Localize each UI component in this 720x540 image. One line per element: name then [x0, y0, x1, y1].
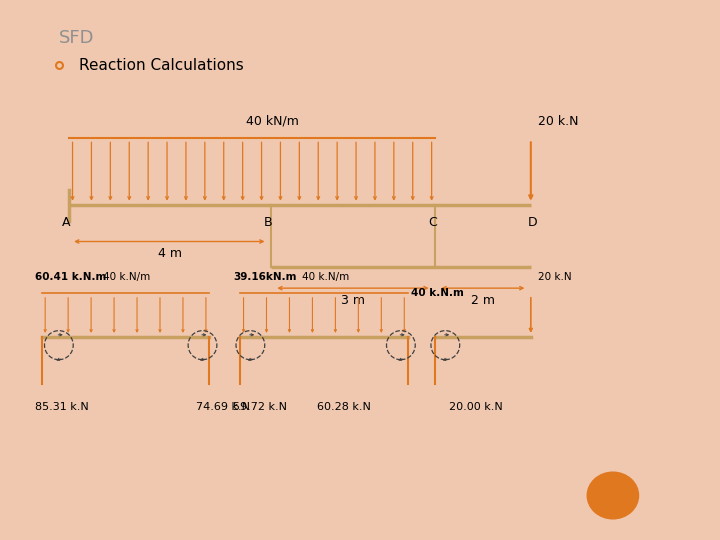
- Text: 20 k.N: 20 k.N: [538, 115, 578, 128]
- Text: 2 m: 2 m: [471, 294, 495, 307]
- Text: 60.41 k.N.m: 60.41 k.N.m: [35, 272, 107, 282]
- Text: 85.31 k.N: 85.31 k.N: [35, 402, 89, 412]
- Text: SFD: SFD: [59, 29, 94, 47]
- Text: 4 m: 4 m: [158, 247, 182, 260]
- Text: 59.72 k.N: 59.72 k.N: [233, 402, 287, 412]
- Text: 74.69 k.N: 74.69 k.N: [196, 402, 250, 412]
- Text: 3 m: 3 m: [341, 294, 365, 307]
- Text: 40 k.N/m: 40 k.N/m: [104, 272, 150, 282]
- Text: 40 k.N/m: 40 k.N/m: [302, 272, 349, 282]
- Text: C: C: [428, 216, 437, 229]
- Text: 40 kN/m: 40 kN/m: [246, 115, 299, 128]
- Text: 20 k.N: 20 k.N: [538, 272, 571, 282]
- Text: 39.16kN.m: 39.16kN.m: [233, 272, 297, 282]
- Text: B: B: [264, 216, 273, 229]
- Text: 60.28 k.N: 60.28 k.N: [317, 402, 371, 412]
- Ellipse shape: [588, 472, 639, 519]
- Text: D: D: [527, 216, 537, 229]
- Text: 40 k.N.m: 40 k.N.m: [411, 288, 464, 298]
- Text: 20.00 k.N: 20.00 k.N: [449, 402, 503, 412]
- Text: A: A: [63, 216, 71, 229]
- Text: Reaction Calculations: Reaction Calculations: [79, 58, 244, 73]
